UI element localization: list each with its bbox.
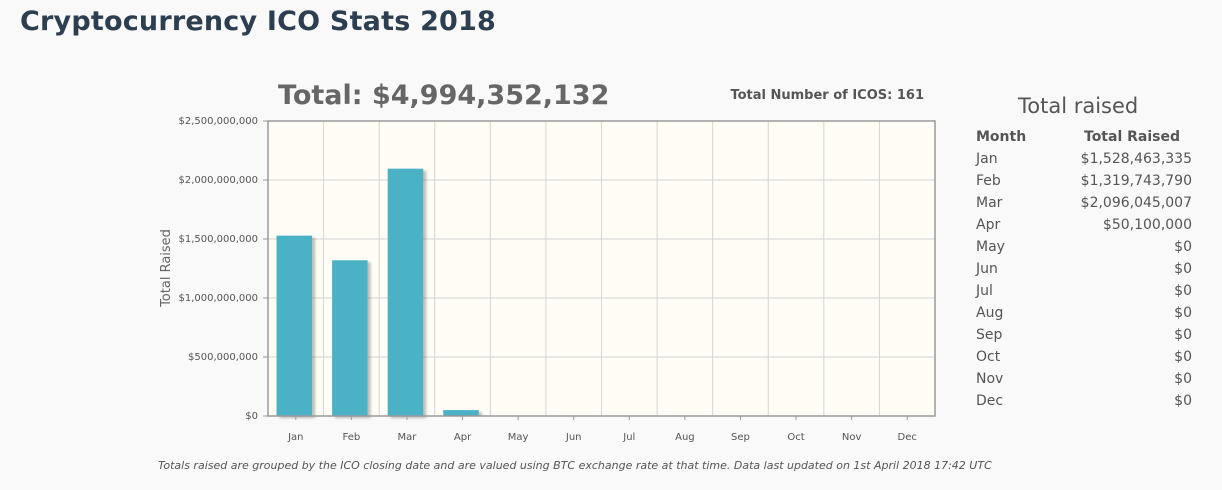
- table-cell-month: Dec: [976, 392, 1004, 409]
- table-cell-total-raised: $0: [1174, 282, 1192, 299]
- column-header-total-raised: Total Raised: [1084, 128, 1180, 145]
- x-axis-ticks: Jan Feb Mar Apr May Jun Jul Aug Sep Oct Nov Dec: [287, 416, 917, 443]
- x-tick-label: Mar: [398, 432, 418, 443]
- x-tick-label: Jun: [565, 432, 582, 443]
- table-row: Dec $0: [968, 390, 1198, 412]
- table-cell-total-raised: $1,528,463,335: [1080, 150, 1192, 167]
- x-tick-label: May: [508, 432, 529, 443]
- table-cell-month: Apr: [976, 216, 1001, 233]
- table-cell-total-raised: $0: [1174, 370, 1192, 387]
- y-tick-label: $1,000,000,000: [178, 293, 258, 304]
- table-row: Aug $0: [968, 302, 1198, 324]
- table-cell-month: Oct: [976, 348, 1001, 365]
- table-cell-month: Feb: [976, 172, 1001, 189]
- total-raised-heading: Total: $4,994,352,132: [278, 80, 610, 111]
- y-tick-label: $0: [245, 411, 258, 422]
- bar-apr: [443, 410, 479, 416]
- total-raised-table: Month Total Raised Jan $1,528,463,335 Feb $…: [968, 126, 1198, 412]
- table-cell-month: Mar: [976, 194, 1003, 211]
- y-tick-label: $2,500,000,000: [178, 116, 258, 127]
- table-cell-total-raised: $0: [1174, 392, 1192, 409]
- bar-jan: [276, 235, 313, 416]
- table-cell-total-raised: $0: [1174, 348, 1192, 365]
- table-row: Mar $2,096,045,007: [968, 192, 1198, 214]
- table-header-row: Month Total Raised: [968, 126, 1198, 148]
- table-row: Jun $0: [968, 258, 1198, 280]
- table-row: Feb $1,319,743,790: [968, 170, 1198, 192]
- bar-mar: [387, 168, 424, 416]
- table-row: Oct $0: [968, 346, 1198, 368]
- chart-footnote: Totals raised are grouped by the ICO clo…: [158, 459, 992, 472]
- y-tick-label: $500,000,000: [188, 352, 258, 363]
- table-cell-month: Nov: [976, 370, 1004, 387]
- y-axis-ticks: $0 $500,000,000 $1,000,000,000 $1,500,000,0…: [178, 116, 268, 422]
- x-tick-label: Oct: [787, 432, 804, 443]
- table-cell-month: Jan: [976, 150, 998, 167]
- table-row: Jul $0: [968, 280, 1198, 302]
- y-axis-label: Total Raised: [159, 229, 174, 308]
- y-tick-label: $1,500,000,000: [178, 234, 258, 245]
- table-cell-month: May: [976, 238, 1005, 255]
- table-cell-month: Jun: [976, 260, 998, 277]
- y-tick-label: $2,000,000,000: [178, 175, 258, 186]
- x-tick-label: Apr: [454, 432, 472, 443]
- table-cell-total-raised: $0: [1174, 326, 1192, 343]
- table-cell-total-raised: $0: [1174, 238, 1192, 255]
- table-row: May $0: [968, 236, 1198, 258]
- table-cell-total-raised: $0: [1174, 260, 1192, 277]
- x-tick-label: Aug: [675, 432, 695, 443]
- x-tick-label: Jan: [287, 432, 303, 443]
- chart-bars: [276, 168, 479, 416]
- table-title: Total raised: [1018, 94, 1139, 118]
- table-cell-total-raised: $2,096,045,007: [1080, 194, 1192, 211]
- table-row: Jan $1,528,463,335: [968, 148, 1198, 170]
- table-row: Nov $0: [968, 368, 1198, 390]
- table-cell-total-raised: $50,100,000: [1102, 216, 1192, 233]
- x-tick-label: Dec: [898, 432, 917, 443]
- page-title: Cryptocurrency ICO Stats 2018: [20, 6, 497, 37]
- plot-border: [267, 120, 936, 417]
- table-cell-total-raised: $1,319,743,790: [1080, 172, 1192, 189]
- x-tick-label: Sep: [731, 432, 750, 443]
- ico-count-label: Total Number of ICOS: 161: [730, 88, 924, 103]
- table-cell-month: Aug: [976, 304, 1004, 321]
- x-tick-label: Feb: [343, 432, 361, 443]
- table-cell-total-raised: $0: [1174, 304, 1192, 321]
- column-header-month: Month: [976, 128, 1027, 145]
- table-row: Sep $0: [968, 324, 1198, 346]
- table-row: Apr $50,100,000: [968, 214, 1198, 236]
- x-tick-label: Jul: [622, 432, 635, 443]
- bar-feb: [332, 260, 368, 416]
- table-cell-month: Jul: [976, 282, 993, 299]
- x-tick-label: Nov: [842, 432, 862, 443]
- table-cell-month: Sep: [976, 326, 1003, 343]
